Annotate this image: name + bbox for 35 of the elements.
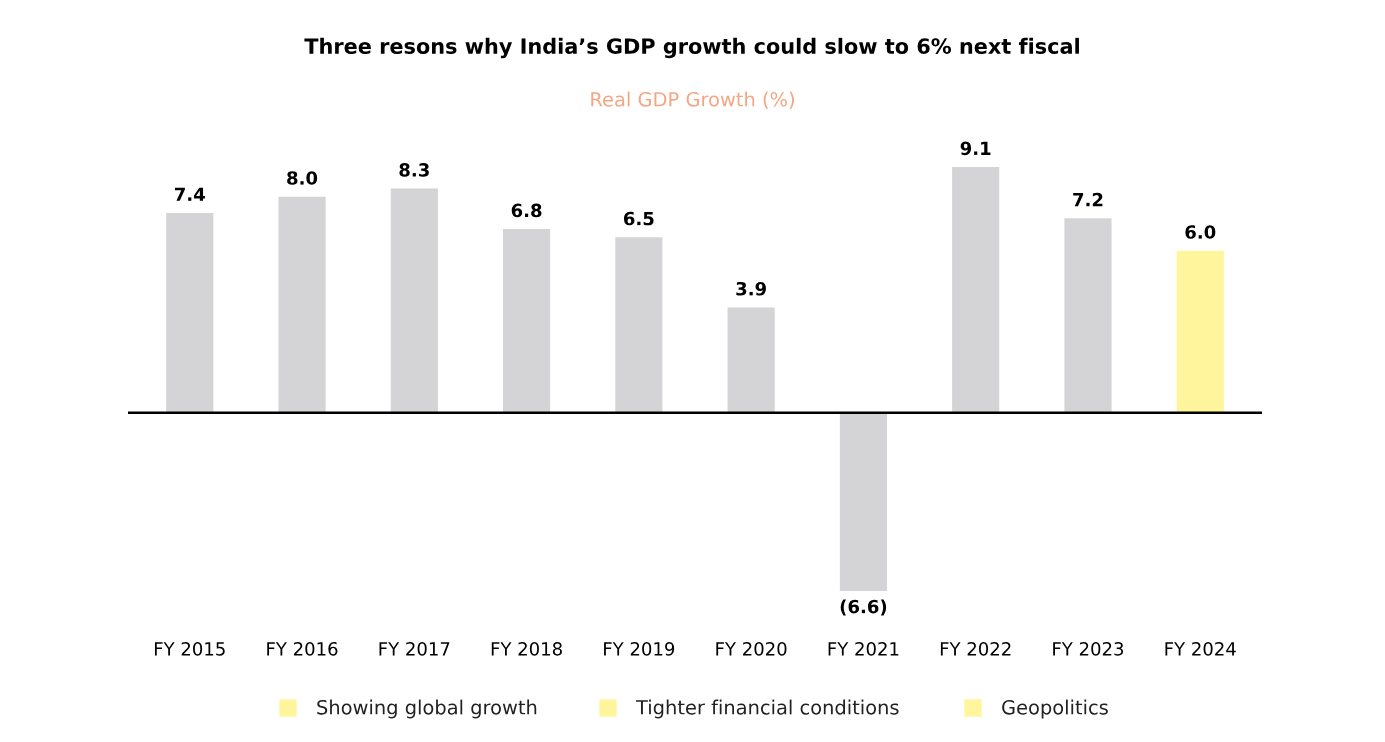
chart-title: Three resons why India’s GDP growth could slow to 6% next fiscal	[304, 37, 1079, 59]
x-tick-label: FY 2019	[604, 641, 675, 656]
bar	[1176, 250, 1224, 413]
data-label: 6.5	[623, 211, 654, 226]
data-label: 8.0	[287, 171, 318, 185]
x-tick-label: FY 2017	[379, 641, 450, 656]
chart-subtitle: Real GDP Growth (%)	[591, 91, 794, 109]
x-tick-label: FY 2018	[491, 641, 562, 656]
data-label: 7.2	[1073, 192, 1103, 207]
bar	[503, 229, 551, 413]
bar	[727, 307, 775, 413]
bar	[390, 188, 438, 413]
x-tick-label: FY 2020	[716, 641, 787, 656]
data-label: (6.6)	[840, 599, 887, 616]
x-tick-label: FY 2015	[154, 641, 225, 656]
x-tick-label: FY 2024	[1165, 641, 1236, 656]
x-tick-label: FY 2021	[828, 641, 899, 656]
x-tick-label: FY 2023	[1053, 641, 1124, 656]
data-label: 6.8	[511, 203, 542, 218]
bar	[839, 412, 887, 592]
x-tick-label: FY 2022	[940, 641, 1011, 656]
bar	[952, 166, 1000, 413]
data-label: 6.0	[1185, 225, 1216, 239]
x-tick-label: FY 2016	[267, 641, 338, 656]
data-label: 9.1	[960, 141, 991, 156]
data-label: 7.4	[174, 187, 205, 201]
data-label: 8.3	[399, 163, 429, 177]
data-label: 3.9	[736, 281, 766, 296]
text: Tighter financial conditions	[635, 699, 899, 719]
bar	[278, 196, 326, 413]
bar	[615, 237, 663, 413]
text: Geopolitics	[1002, 699, 1108, 719]
bar	[1064, 218, 1112, 413]
bar	[166, 212, 214, 413]
text: Showing global growth	[317, 699, 537, 719]
